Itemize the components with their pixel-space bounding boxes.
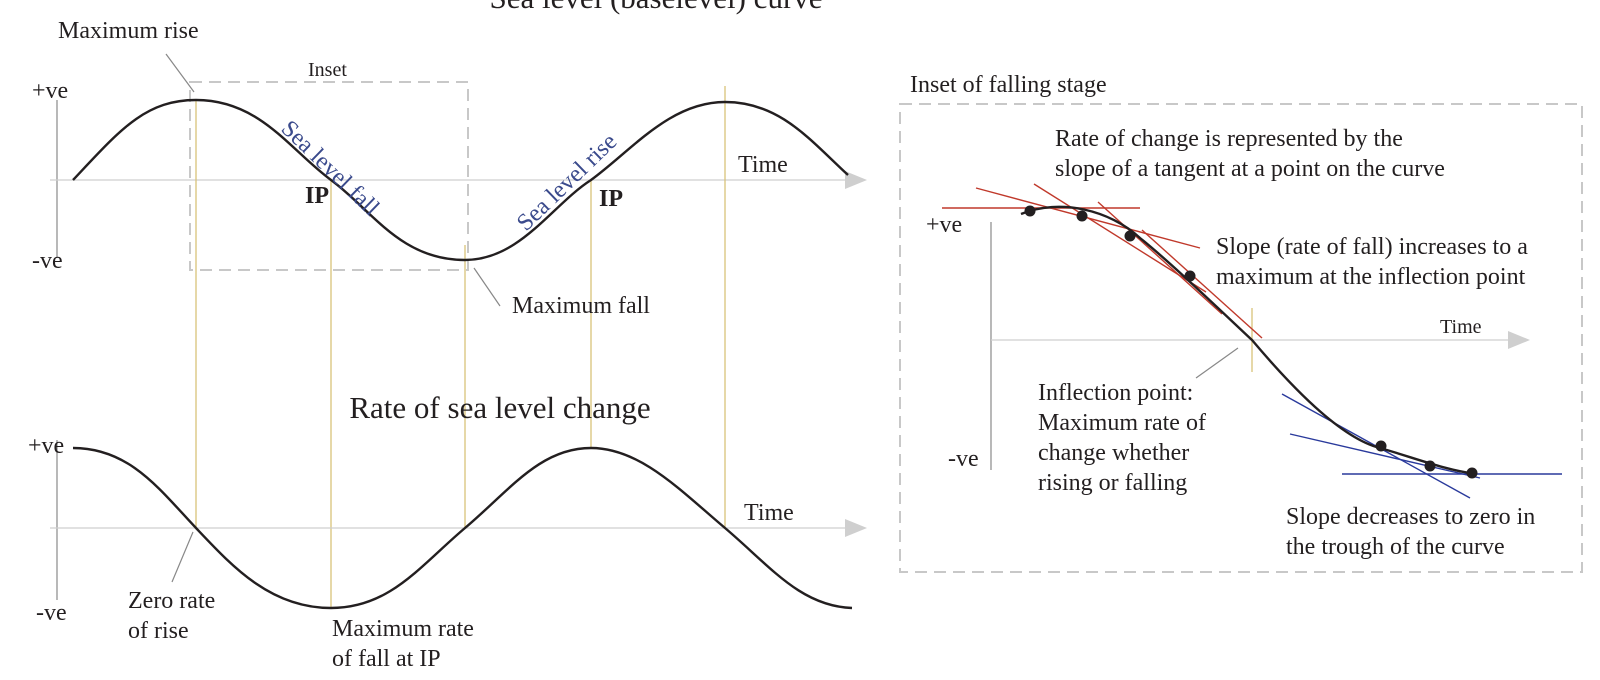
zero-rate-leader <box>171 531 194 583</box>
inset-panel: Inset of falling stage +ve -ve Time <box>899 72 1583 573</box>
slope-decrease-line2: the trough of the curve <box>1286 534 1505 560</box>
inset-panel-title: Inset of falling stage <box>910 72 1107 98</box>
inflection-line3: change whether <box>1038 440 1189 466</box>
tangent-point-7 <box>1466 467 1478 479</box>
bottom-time-arrow-icon <box>845 519 867 537</box>
inset-panel-border <box>899 103 1583 573</box>
tangent-line-5 <box>1141 229 1263 339</box>
sea-level-curve <box>72 98 849 262</box>
inflection-leader <box>1195 347 1239 379</box>
max-rate-label-line2: of fall at IP <box>332 646 441 672</box>
diagram-title: Sea level (baselevel) curve <box>489 0 822 15</box>
slope-increase-line2: maximum at the inflection point <box>1216 264 1526 290</box>
zero-rate-label-line2: of rise <box>128 618 189 644</box>
ip-label-rise: IP <box>599 186 623 212</box>
rate-of-change-chart: Rate of sea level change +ve -ve Time Ze… <box>28 390 867 672</box>
rate-note-line2: slope of a tangent at a point on the cur… <box>1055 156 1445 182</box>
slope-increase-line1: Slope (rate of fall) increases to a <box>1216 234 1528 260</box>
inset-time-label: Time <box>1440 316 1482 338</box>
tangent-point-2 <box>1076 210 1088 222</box>
rate-note-line1: Rate of change is represented by the <box>1055 126 1403 152</box>
inset-neg-label: -ve <box>948 446 979 472</box>
inflection-line4: rising or falling <box>1038 470 1187 496</box>
bottom-pos-label: +ve <box>28 433 64 459</box>
top-time-arrow-icon <box>845 171 867 189</box>
inset-falling-curve <box>1020 205 1477 476</box>
bottom-neg-label: -ve <box>36 600 67 626</box>
slope-decrease-line1: Slope decreases to zero in <box>1286 504 1535 530</box>
tangent-line-4 <box>1097 201 1223 315</box>
max-fall-leader <box>473 267 501 307</box>
inset-label: Inset <box>308 59 347 81</box>
rate-curve <box>72 446 853 610</box>
max-rise-label: Maximum rise <box>58 18 199 44</box>
inset-time-arrow-icon <box>1508 331 1530 349</box>
max-rate-label-line1: Maximum rate <box>332 616 474 642</box>
tangent-point-4 <box>1184 270 1196 282</box>
top-pos-label: +ve <box>32 78 68 104</box>
inflection-line2: Maximum rate of <box>1038 410 1206 436</box>
tangent-line-7 <box>1289 433 1481 479</box>
rate-chart-title: Rate of sea level change <box>349 390 650 425</box>
zero-rate-label-line1: Zero rate <box>128 588 215 614</box>
tangent-point-5 <box>1375 440 1387 452</box>
inset-pos-label: +ve <box>926 212 962 238</box>
top-time-label: Time <box>738 152 788 178</box>
sea-level-rise-label: Sea level rise <box>512 129 622 237</box>
ip-label-fall: IP <box>305 183 329 209</box>
bottom-time-label: Time <box>744 500 794 526</box>
sea-level-fall-label: Sea level fall <box>276 116 384 222</box>
max-fall-label: Maximum fall <box>512 293 650 319</box>
tangent-point-1 <box>1024 205 1036 217</box>
sea-level-curve-chart: +ve -ve Time Inset Maximum rise Maximum … <box>32 18 867 608</box>
inset-box <box>189 81 469 271</box>
max-rise-leader <box>165 53 195 93</box>
top-neg-label: -ve <box>32 248 63 274</box>
tangent-point-3 <box>1124 230 1136 242</box>
inflection-line1: Inflection point: <box>1038 380 1193 406</box>
tangent-point-6 <box>1424 460 1436 472</box>
